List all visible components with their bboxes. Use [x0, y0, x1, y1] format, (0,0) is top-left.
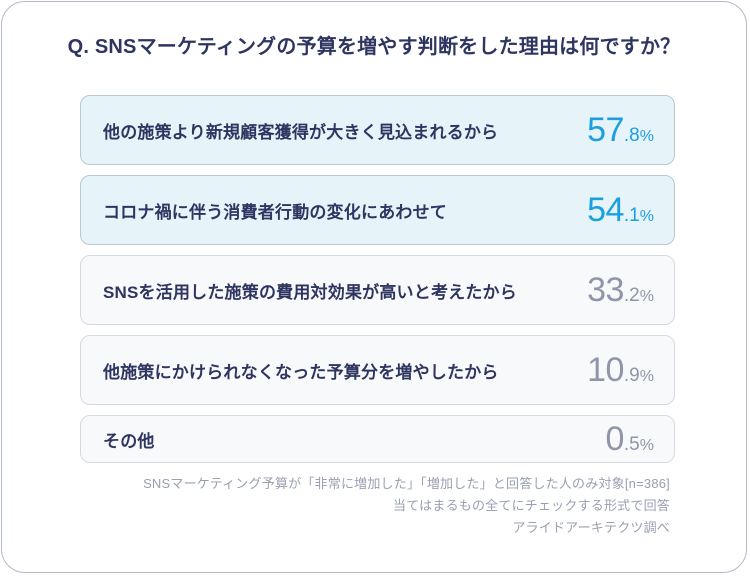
answer-label: コロナ禍に伴う消費者行動の変化にあわせて	[103, 202, 447, 222]
answer-row-2: コロナ禍に伴う消費者行動の変化にあわせて 54.1%	[80, 175, 675, 245]
percent-integer: 33	[587, 270, 624, 309]
survey-note-line: 当てはまるもの全てにチェックする形式で回答	[393, 498, 670, 513]
percent-sign: %	[639, 287, 654, 305]
percent-integer: 0	[605, 419, 624, 458]
answer-rows: 他の施策より新規顧客獲得が大きく見込まれるから 57.8% コロナ禍に伴う消費者…	[80, 95, 675, 473]
answer-percent: 54.1%	[587, 191, 654, 230]
answer-row-4: 他施策にかけられなくなった予算分を増やしたから 10.9%	[80, 335, 675, 405]
percent-sign: %	[639, 207, 654, 225]
percent-integer: 10	[587, 350, 624, 389]
percent-decimal: .1	[623, 204, 640, 226]
answer-percent: 0.5%	[605, 420, 654, 459]
answer-percent: 33.2%	[587, 271, 654, 310]
answer-row-1: 他の施策より新規顧客獲得が大きく見込まれるから 57.8%	[80, 95, 675, 165]
percent-integer: 54	[587, 190, 624, 229]
percent-decimal: .8	[623, 124, 640, 146]
percent-decimal: .9	[623, 364, 640, 386]
percent-decimal: .5	[623, 433, 640, 455]
answer-label: 他施策にかけられなくなった予算分を増やしたから	[103, 362, 499, 382]
percent-decimal: .2	[623, 284, 640, 306]
answer-label: 他の施策より新規顧客獲得が大きく見込まれるから	[103, 122, 499, 142]
survey-note-line: SNSマーケティング予算が「非常に増加した」「増加した」と回答した人のみ対象[n…	[143, 476, 670, 491]
survey-source-line: アライドアーキテクツ調べ	[512, 520, 670, 535]
percent-integer: 57	[587, 110, 624, 149]
percent-sign: %	[639, 127, 654, 145]
answer-label: その他	[103, 431, 155, 451]
percent-sign: %	[639, 367, 654, 385]
percent-sign: %	[639, 436, 654, 454]
answer-percent: 57.8%	[587, 111, 654, 150]
answer-row-3: SNSを活用した施策の費用対効果が高いと考えたから 33.2%	[80, 255, 675, 325]
answer-row-5: その他 0.5%	[80, 415, 675, 463]
answer-percent: 10.9%	[587, 351, 654, 390]
survey-notes: SNSマーケティング予算が「非常に増加した」「増加した」と回答した人のみ対象[n…	[110, 473, 670, 539]
answer-label: SNSを活用した施策の費用対効果が高いと考えたから	[103, 282, 517, 302]
question-title: Q. SNSマーケティングの予算を増やす判断をした理由は何ですか？	[67, 36, 681, 58]
